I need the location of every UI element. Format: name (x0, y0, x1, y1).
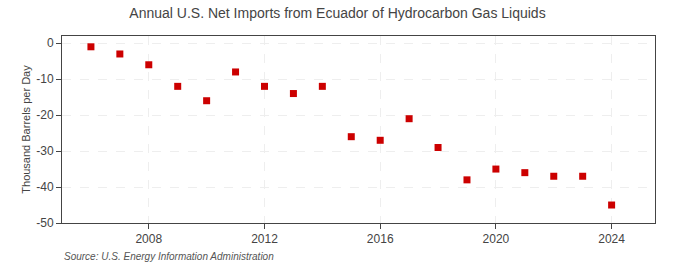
svg-text:-40: -40 (36, 180, 54, 194)
svg-text:Source: U.S. Energy Informatio: Source: U.S. Energy Information Administ… (64, 251, 274, 262)
svg-text:2012: 2012 (251, 232, 278, 246)
svg-text:2008: 2008 (135, 232, 162, 246)
svg-text:2020: 2020 (483, 232, 510, 246)
svg-text:2016: 2016 (367, 232, 394, 246)
svg-text:Thousand Barrels per Day: Thousand Barrels per Day (20, 65, 32, 194)
svg-text:-20: -20 (36, 108, 54, 122)
svg-text:-30: -30 (36, 144, 54, 158)
svg-text:-50: -50 (36, 216, 54, 230)
svg-text:-10: -10 (36, 72, 54, 86)
svg-text:2024: 2024 (598, 232, 625, 246)
svg-text:0: 0 (47, 36, 54, 50)
svg-text:Annual U.S. Net Imports from E: Annual U.S. Net Imports from Ecuador of … (129, 5, 545, 21)
